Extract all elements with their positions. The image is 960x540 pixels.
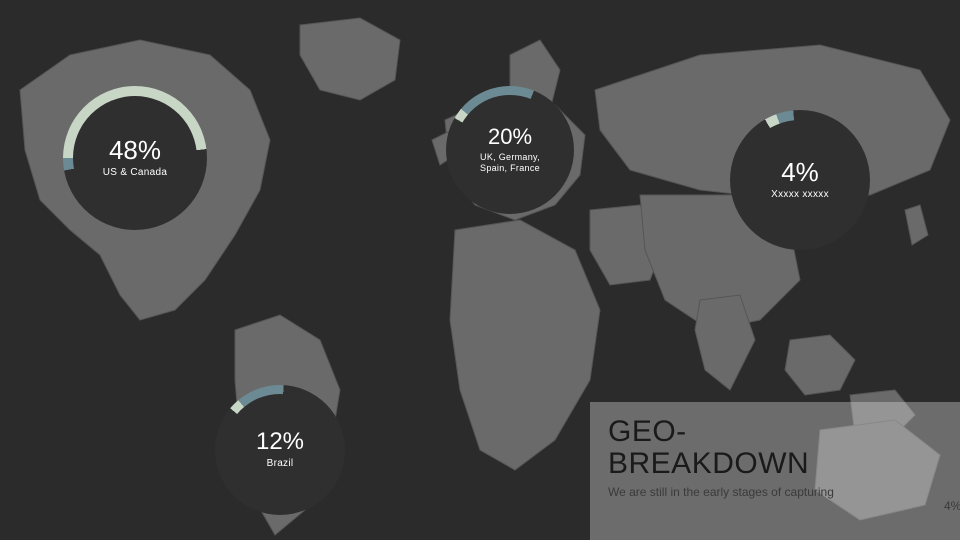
slide-subtitle: We are still in the early stages of capt… — [608, 485, 960, 514]
title-line-1: GEO- — [608, 415, 687, 448]
title-line-2: BREAKDOWN — [608, 447, 809, 480]
gauge-percent: 12% — [256, 430, 304, 454]
slide-title: GEO- BREAKDOWN — [608, 416, 960, 479]
gauge-label: Xxxxx xxxxx — [771, 189, 829, 201]
title-box: GEO- BREAKDOWN We are still in the early… — [590, 402, 960, 540]
gauge-europe: 20% UK, Germany, Spain, France — [446, 86, 574, 214]
gauge-text: 20% UK, Germany, Spain, France — [446, 86, 574, 214]
gauge-label: US & Canada — [103, 167, 167, 179]
gauge-percent: 48% — [109, 137, 161, 163]
gauge-text: 48% US & Canada — [63, 86, 207, 230]
gauge-text: 4% Xxxxx xxxxx — [730, 110, 870, 250]
gauge-label: UK, Germany, Spain, France — [480, 152, 540, 174]
geo-breakdown-slide: 48% US & Canada 20% UK, Germany, Spain, Fra… — [0, 0, 960, 540]
gauge-percent: 20% — [488, 126, 532, 148]
gauge-text: 12% Brazil — [215, 385, 345, 515]
gauge-asia: 4% Xxxxx xxxxx — [730, 110, 870, 250]
gauge-us-canada: 48% US & Canada — [63, 86, 207, 230]
gauge-percent: 4% — [781, 159, 819, 185]
gauge-label: Brazil — [267, 458, 294, 470]
gauge-brazil: 12% Brazil — [215, 385, 345, 515]
